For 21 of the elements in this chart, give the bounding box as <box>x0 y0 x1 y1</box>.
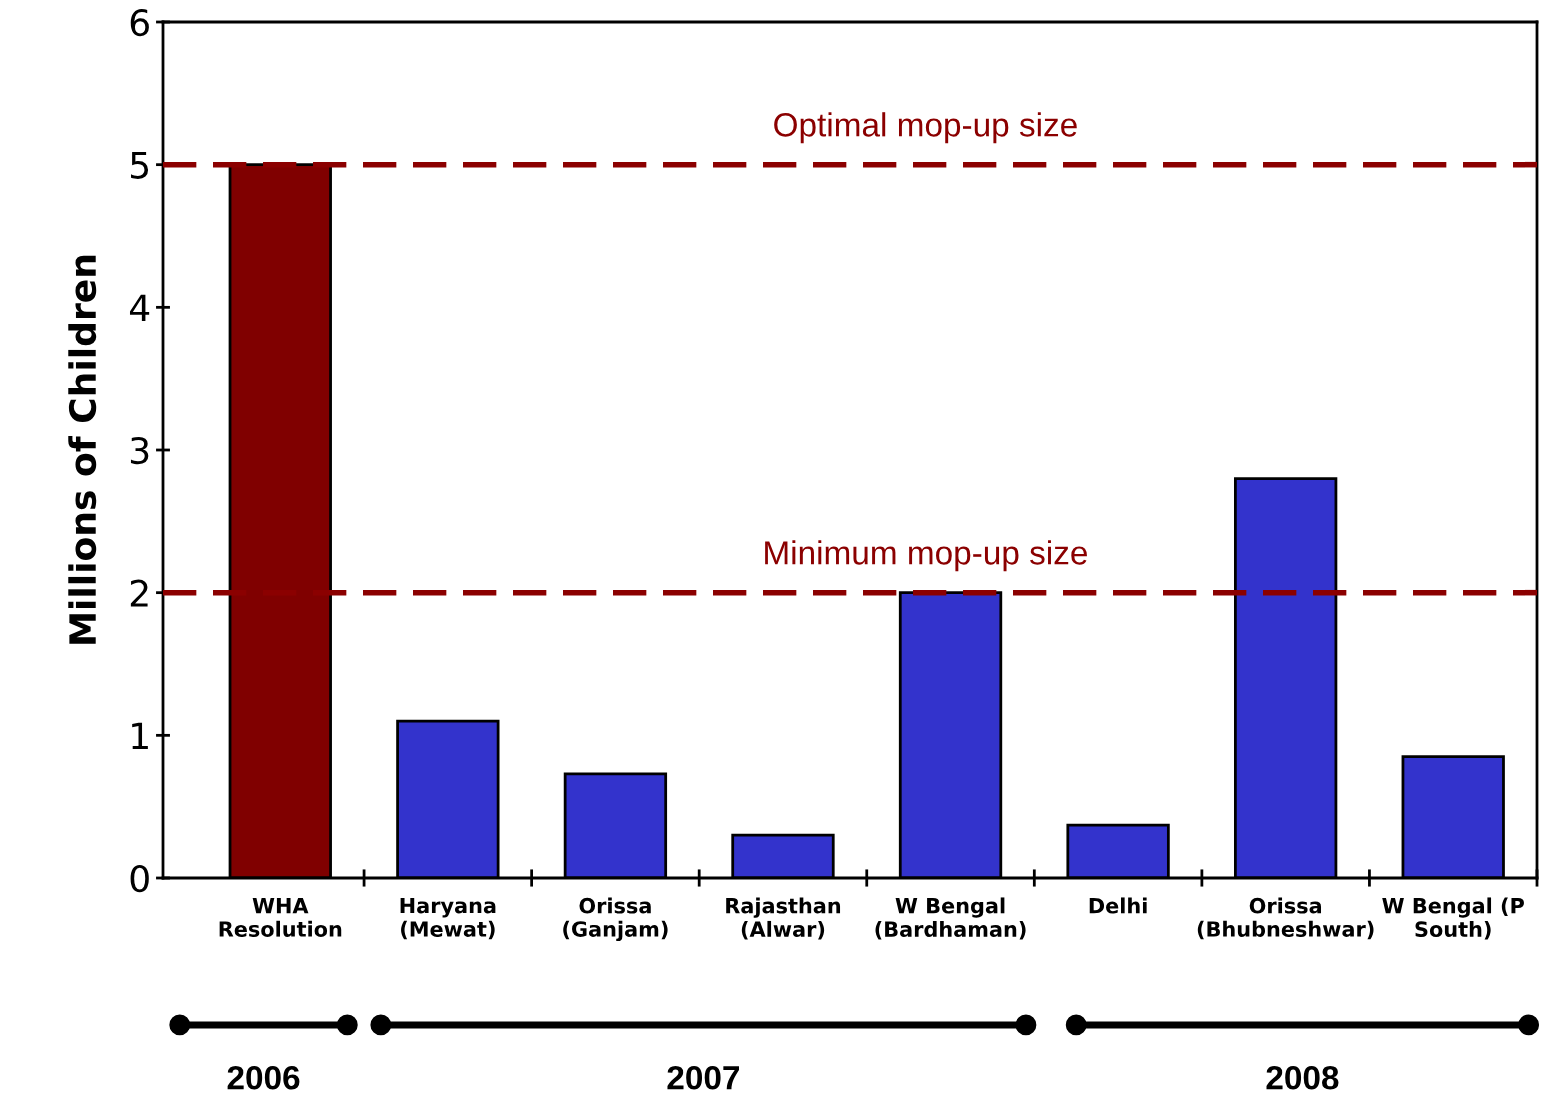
ref-line-label: Optimal mop-up size <box>774 112 1077 144</box>
y-tick-label: 2 <box>130 579 148 607</box>
y-tick-label: 5 <box>131 152 149 179</box>
y-tick-label: 4 <box>129 294 150 322</box>
x-tick-label: Rajasthan (Alwar) <box>726 897 841 940</box>
y-tick-label: 3 <box>130 436 149 465</box>
ref-line-label: Minimum mop-up size <box>765 540 1087 572</box>
text: 2008 <box>1266 1065 1339 1090</box>
y-tick-label: 1 <box>132 722 148 750</box>
y-tick-label: 6 <box>130 8 149 37</box>
text: 2007 <box>667 1065 739 1090</box>
x-tick-label: WHA Resolution <box>219 898 342 937</box>
x-tick-label: Delhi <box>1089 897 1147 914</box>
x-tick-label: Orissa (Bhubneshwar) <box>1197 897 1374 940</box>
y-axis-title: Millions of Children <box>68 255 97 644</box>
x-tick-label: W Bengal (P South) <box>1382 897 1524 940</box>
x-tick-label: W Bengal (Bardhaman) <box>875 897 1026 940</box>
y-tick-label: 0 <box>130 864 149 893</box>
x-tick-label: Orissa (Ganjam) <box>563 897 668 942</box>
x-tick-label: Haryana (Mewat) <box>400 897 496 940</box>
text: 2006 <box>227 1065 300 1090</box>
